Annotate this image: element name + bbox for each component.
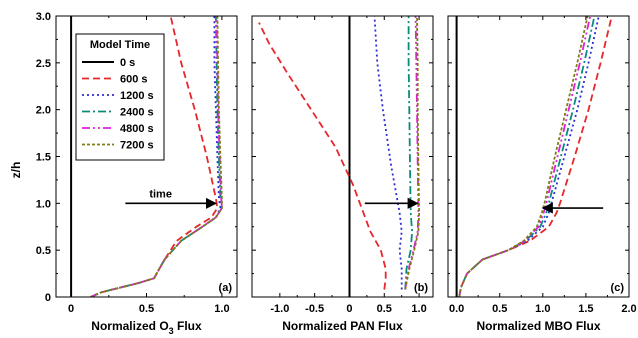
- x-tick-label: 0: [68, 303, 74, 315]
- panel-b: -1.0 -0.5 0 0.5 1.0 Normalized PAN Flux (b): [251, 15, 434, 333]
- x-tick-label: -0.5: [305, 303, 324, 315]
- y-tick-label: 1.5: [36, 152, 51, 164]
- series-line-7200-s: [404, 16, 421, 290]
- y-tick-label: 3.0: [36, 11, 51, 23]
- x-tick-label: 0: [346, 303, 352, 315]
- y-tick-label: 2.0: [36, 105, 51, 117]
- series-line-2400-s: [458, 16, 596, 297]
- legend-entry-label: 2400 s: [120, 107, 154, 119]
- y-axis-label: z/h: [9, 162, 23, 179]
- x-tick-label: 1.0: [411, 303, 426, 315]
- x-tick-label: 1.5: [578, 303, 593, 315]
- series-line-7200-s: [90, 16, 223, 297]
- legend-title: Model Time: [90, 39, 150, 51]
- x-axis-label: Normalized MBO Flux: [476, 319, 600, 333]
- x-tick-label: 1.0: [214, 303, 229, 315]
- series-line-4800-s: [404, 16, 420, 290]
- y-tick-label: 2.5: [36, 58, 51, 70]
- legend-entry-label: 7200 s: [120, 140, 154, 152]
- x-tick-label: 0.0: [449, 303, 464, 315]
- legend-entry-label: 1200 s: [120, 90, 154, 102]
- x-tick-label: 2.0: [621, 303, 636, 315]
- legend-box: [75, 33, 165, 161]
- legend-entry-label: 4800 s: [120, 123, 154, 135]
- x-axis-label: Normalized O3 Flux: [91, 319, 202, 336]
- y-tick-label: 0: [45, 292, 51, 304]
- series-line-7200-s: [458, 16, 589, 297]
- x-tick-label: 1.0: [535, 303, 550, 315]
- x-axis-label: Normalized PAN Flux: [282, 319, 403, 333]
- annotation-label: time: [149, 188, 172, 200]
- x-tick-label: 0.5: [377, 303, 392, 315]
- x-tick-label: 0.5: [492, 303, 507, 315]
- x-tick-label: 0.5: [139, 303, 154, 315]
- legend-entry-label: 0 s: [120, 57, 135, 69]
- panel-c: 0.0 0.5 1.0 1.5 2.0 Normalized MBO Flux (c): [447, 15, 637, 333]
- y-tick-label: 0.5: [36, 245, 51, 257]
- series-line-600-s: [258, 22, 387, 290]
- panel-a: 0 0.5 1.0 1.5 2.0 2.5 3.0 0 0.5 1.0 Normalized O3 …: [36, 11, 238, 336]
- panel-label: (c): [611, 282, 625, 294]
- series-line-2400-s: [404, 16, 414, 290]
- series-line-4800-s: [458, 16, 592, 297]
- series-line-1200-s: [373, 16, 403, 290]
- panel-label: (a): [219, 282, 233, 294]
- panel-label: (b): [414, 282, 428, 294]
- legend: Model Time 0 s 600 s 1200 s 2400 s 4800 s 7200…: [75, 33, 165, 161]
- series-line-600-s: [90, 16, 219, 297]
- legend-entry-label: 600 s: [120, 74, 148, 86]
- x-tick-label: -1.0: [270, 303, 289, 315]
- y-tick-label: 1.0: [36, 198, 51, 210]
- series-line-1200-s: [458, 16, 600, 297]
